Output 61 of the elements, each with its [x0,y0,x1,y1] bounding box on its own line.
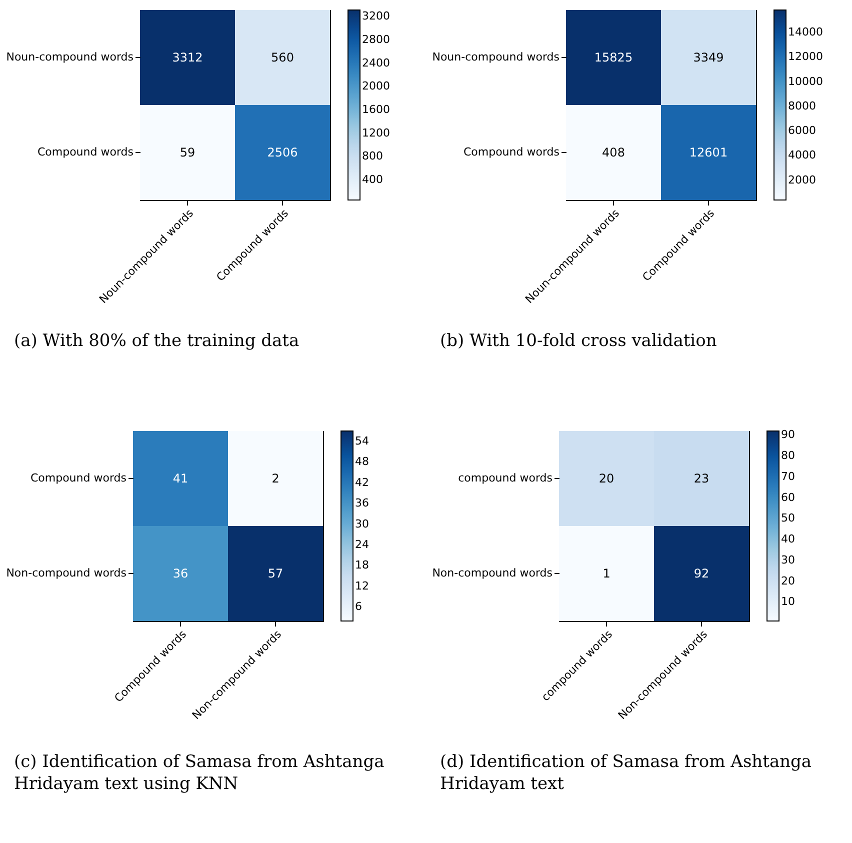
color-bar-label: 2800 [362,32,390,46]
color-bar-label: 6000 [788,124,816,138]
color-bar-label: 30 [355,517,369,530]
color-bar-label: 12 [355,579,369,592]
data-label: 3312 [172,50,203,64]
color-bar-label: 4000 [788,148,816,162]
y-tick-label: Noun-compound words [432,50,560,64]
data-label: 15825 [594,50,633,64]
color-bar-label: 1200 [362,126,390,140]
y-tick-label: compound words [458,472,553,484]
data-label: 59 [180,146,196,160]
data-label: 408 [602,146,625,160]
text: (a) With 80% of the training data [14,330,300,352]
color-bar-label: 50 [781,512,795,525]
color-bar-label: 800 [362,150,383,163]
data-label: 41 [172,472,188,486]
color-bar-label: 80 [781,449,795,462]
color-bar-label: 90 [781,428,795,442]
data-label: 57 [268,566,284,580]
data-label: 36 [172,566,188,580]
text: (b) With 10-fold cross validation [440,330,718,352]
color-bar-label: 6 [355,600,362,614]
color-bar-label: 70 [781,470,795,483]
data-label: 3349 [693,50,724,64]
y-tick-label: Compound words [463,146,560,158]
color-bar-label: 18 [355,558,369,572]
color-bar-label: 36 [355,496,369,510]
y-tick-label: Compound words [30,472,127,484]
color-bar-label: 20 [781,574,795,588]
data-label: 2506 [267,146,298,160]
color-bar-label: 1600 [362,102,390,116]
color-bar-label: 54 [355,434,369,448]
data-label: 12601 [689,146,728,160]
color-bar-label: 3200 [362,10,390,23]
text: (d) Identification of Samasa from Ashtanga Hridayam text [440,751,813,795]
y-tick-label: Non-compound words [432,566,553,580]
color-bar-label: 14000 [788,25,823,38]
color-bar-label: 42 [355,476,369,489]
color-bar-label: 2000 [362,80,390,93]
data-label: 560 [271,50,294,64]
y-tick-label: Noun-compound words [6,50,134,64]
data-label: 1 [602,566,610,580]
color-bar-label: 24 [355,538,369,551]
color-bar-label: 8000 [788,99,816,112]
data-label: 23 [694,472,710,486]
color-bar-label: 400 [362,173,383,186]
color-bar-label: 30 [781,553,795,566]
data-label: 20 [598,472,614,486]
data-label: 2 [272,472,280,486]
color-bar-label: 10 [781,595,795,608]
y-tick-label: Compound words [37,146,134,158]
color-bar-label: 12000 [788,50,823,64]
data-label: 92 [694,566,710,580]
color-bar-label: 40 [781,532,795,546]
color-bar-label: 2000 [788,173,816,186]
color-bar-label: 10000 [788,74,823,88]
color-bar-label: 48 [355,455,369,468]
color-bar-label: 60 [781,490,795,504]
y-tick-label: Non-compound words [6,566,127,580]
color-bar-label: 2400 [362,56,390,70]
text: (c) Identification of Samasa from Ashtanga Hridayam text using KNN [14,751,386,795]
